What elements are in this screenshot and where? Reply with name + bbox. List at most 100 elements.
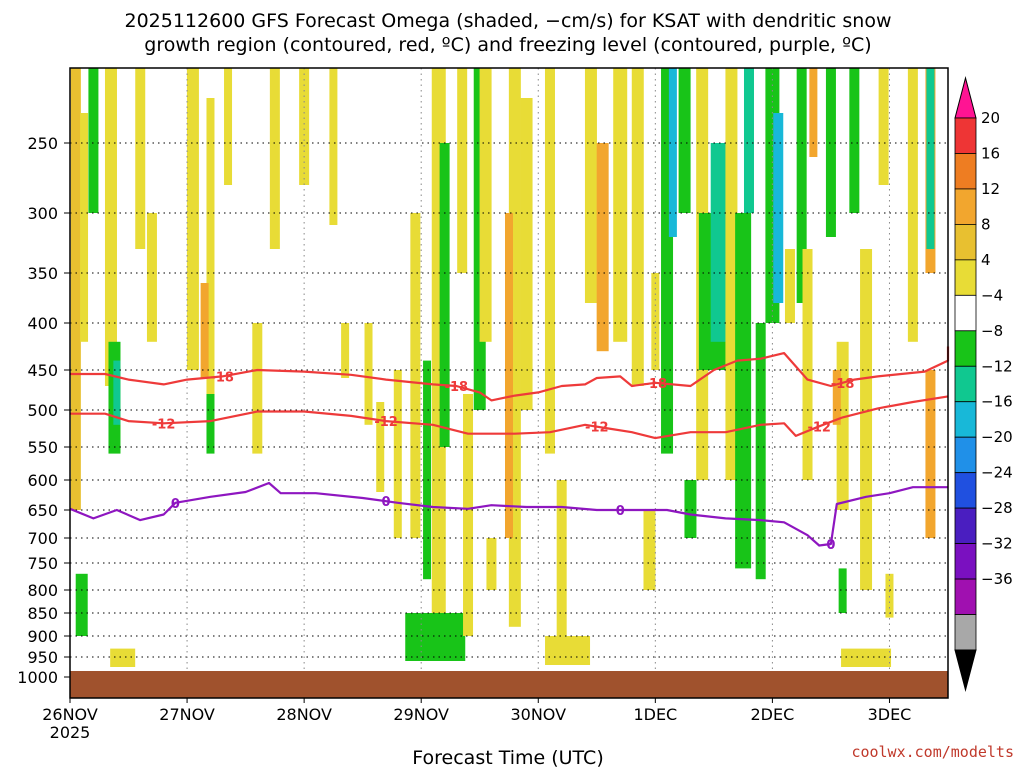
colorbar-label: 20 (981, 109, 1000, 127)
omega-cell (596, 143, 609, 352)
x-tick-label: 3DEC (868, 705, 912, 724)
y-tick-label: 850 (27, 604, 58, 623)
omega-cell (802, 249, 813, 480)
contour-freezing_0 (69, 481, 948, 547)
omega-cell (224, 68, 233, 185)
colorbar-label: −16 (981, 393, 1013, 411)
omega-cell (809, 68, 818, 157)
y-tick-label: 750 (27, 554, 58, 573)
omega-cell (70, 68, 81, 510)
colorbar-box (954, 543, 977, 580)
x-year-label: 2025 (50, 723, 91, 742)
omega-cell (678, 68, 691, 213)
contour-label: 0 (382, 495, 391, 510)
omega-cell (613, 68, 628, 342)
omega-cell (457, 68, 468, 273)
x-tick-label: 29NOV (393, 705, 449, 724)
omega-cell (376, 402, 385, 492)
omega-cell (200, 283, 209, 378)
contour-label: -18 (445, 380, 469, 395)
x-tick-label: 27NOV (159, 705, 215, 724)
omega-cell (80, 113, 89, 342)
colorbar-box (954, 436, 977, 474)
ground-strip (70, 671, 948, 698)
omega-cell (907, 68, 918, 342)
colorbar-label: 4 (981, 251, 991, 269)
omega-cell (755, 323, 766, 580)
omega-cell (710, 143, 729, 342)
colorbar-box (954, 614, 977, 651)
contour-label: -12 (807, 420, 831, 435)
contour-label: -12 (374, 415, 398, 430)
colorbar-label: −28 (981, 499, 1013, 517)
omega-cell (439, 143, 450, 447)
omega-cell (668, 68, 677, 237)
colorbar-label: −12 (981, 357, 1013, 375)
colorbar-box (954, 472, 977, 509)
omega-cell (423, 360, 432, 580)
omega-cell (329, 68, 338, 225)
y-tick-label: 250 (27, 134, 58, 153)
omega-cell (186, 68, 199, 370)
colorbar-box (954, 507, 977, 544)
colorbar-label: −8 (981, 322, 1003, 340)
contour-label: 0 (171, 497, 180, 512)
omega-cell (364, 323, 373, 425)
contour-label: 0 (616, 504, 625, 519)
contour-label: -12 (585, 421, 609, 436)
x-tick-label: 26NOV (42, 705, 98, 724)
y-tick-label: 350 (27, 264, 58, 283)
x-axis-title: Forecast Time (UTC) (412, 747, 603, 768)
colorbar-box (954, 223, 977, 261)
omega-cell (206, 394, 215, 454)
omega-cell (796, 68, 807, 303)
omega-cell (832, 370, 841, 425)
omega-cell (269, 68, 280, 249)
x-tick-label: 30NOV (510, 705, 566, 724)
colorbar-label: −20 (981, 428, 1013, 446)
omega-cell (135, 68, 146, 249)
omega-cell (341, 323, 350, 378)
omega-cell (643, 510, 656, 590)
y-tick-label: 550 (27, 438, 58, 457)
chart-title-line-1: 2025112600 GFS Forecast Omega (shaded, −… (124, 10, 891, 32)
omega-cell (838, 568, 847, 613)
y-tick-label: 1000 (17, 668, 58, 687)
contour-label: -12 (152, 417, 176, 432)
contour-label: -18 (210, 370, 234, 385)
colorbar-label: −36 (981, 570, 1013, 588)
colorbar-top-triangle (954, 76, 977, 119)
omega-shading (70, 68, 936, 667)
colorbar: 20 16 12 8 4 −4 −8 −12 −16 −20 −24 −28 −32 −36 (954, 76, 1013, 692)
contour-label: -18 (831, 377, 855, 392)
contours: -18 -18 -18 -18 -12 -12 -12 -12 0 0 0 0 (69, 346, 950, 553)
omega-cell (784, 249, 795, 323)
x-tick-label: 1DEC (633, 705, 677, 724)
contour-dgz_minus12 (70, 395, 949, 440)
colorbar-box (954, 365, 977, 403)
omega-cell (110, 648, 136, 667)
omega-cell (584, 68, 597, 303)
contour-label: 0 (826, 538, 835, 553)
colorbar-label: −32 (981, 535, 1013, 553)
colorbar-box (954, 117, 977, 154)
omega-cell (113, 360, 121, 425)
omega-cell (252, 323, 263, 454)
omega-cell (520, 98, 533, 410)
omega-cell (836, 341, 849, 510)
site-credit: coolwx.com/modelts (851, 743, 1014, 761)
omega-cell (860, 249, 873, 590)
omega-cell (206, 98, 215, 410)
omega-cell (556, 480, 567, 636)
y-tick-label: 950 (27, 648, 58, 667)
chart-title-line-2: growth region (contoured, red, ºC) and f… (144, 34, 871, 56)
colorbar-label: 16 (981, 144, 1000, 162)
omega-cell (841, 648, 892, 667)
omega-cell (735, 213, 752, 569)
omega-cell (463, 394, 474, 636)
omega-cell (725, 68, 738, 480)
colorbar-box (954, 578, 977, 615)
y-tick-label: 500 (27, 401, 58, 420)
omega-cell (544, 68, 555, 454)
